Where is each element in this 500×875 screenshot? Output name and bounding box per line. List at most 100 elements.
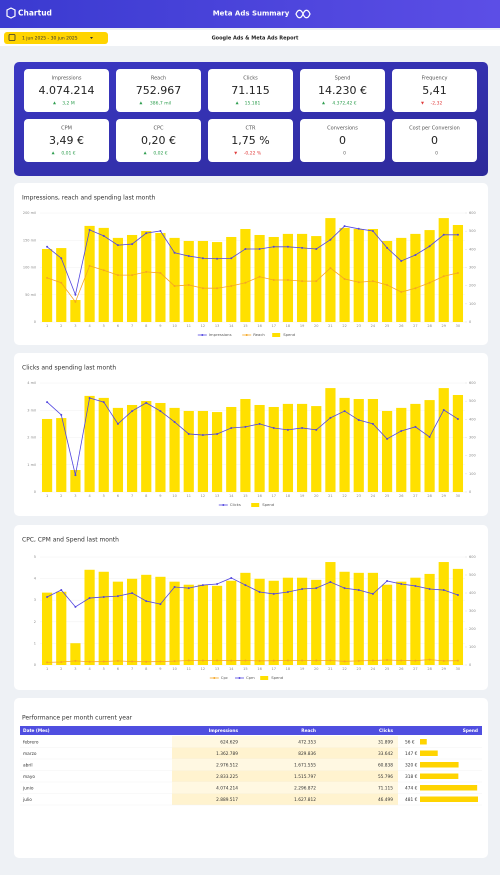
kpi-card	[116, 119, 201, 162]
line-point	[102, 595, 105, 598]
line	[46, 577, 459, 608]
y-tick-label: 0	[34, 663, 36, 667]
y2-tick-label: 300	[469, 436, 476, 440]
y-tick-label: 3	[34, 598, 36, 602]
y2-tick-label: 200	[469, 284, 476, 288]
line-point	[74, 659, 77, 662]
kpi-value: 3,49 €	[49, 134, 84, 147]
line-point	[272, 245, 275, 248]
line-point	[116, 659, 119, 662]
x-tick-label: 14	[229, 494, 234, 498]
bar	[98, 227, 109, 322]
line-point	[258, 247, 261, 250]
line-point	[201, 287, 204, 290]
x-tick-label: 19	[300, 324, 304, 328]
x-tick-label: 28	[427, 324, 431, 328]
x-tick-label: 4	[88, 667, 91, 671]
kpi-card	[208, 69, 293, 112]
line-point	[301, 659, 304, 662]
bar	[424, 230, 435, 322]
line-point	[371, 592, 374, 595]
line-point	[187, 255, 190, 258]
bar	[410, 233, 421, 322]
line-point	[272, 592, 275, 595]
cell: 1.515.797	[294, 774, 316, 780]
y2-tick-label: 600	[469, 211, 476, 215]
y2-tick-label: 0	[469, 320, 471, 324]
y2-tick-label: 100	[469, 472, 476, 476]
cell: 481 €	[405, 797, 418, 803]
y2-tick-label: 100	[469, 645, 476, 649]
kpi-arrow	[421, 101, 424, 105]
line-point	[315, 247, 318, 250]
line-point	[46, 401, 49, 404]
dropdown-arrow	[90, 37, 93, 39]
x-tick-label: 12	[201, 324, 205, 328]
bar	[410, 403, 421, 492]
line-point	[187, 283, 190, 286]
line-point	[74, 293, 77, 296]
line-point	[74, 605, 77, 608]
x-tick-label: 16	[257, 324, 261, 328]
bar	[41, 248, 53, 322]
kpi-delta: -2,32	[431, 101, 443, 107]
y2-tick-label: 500	[469, 573, 476, 577]
line-point	[343, 587, 346, 590]
x-tick-label: 26	[399, 494, 403, 498]
heat-cell	[172, 736, 398, 748]
line-point	[442, 589, 445, 592]
x-tick-label: 20	[314, 494, 318, 498]
line-point	[230, 576, 233, 579]
line-point	[102, 401, 105, 404]
filter-bar	[0, 30, 500, 46]
legend-swatch	[260, 676, 269, 680]
date-range: 1 jun 2025 - 30 jun 2025	[22, 36, 78, 42]
x-tick-label: 4	[88, 494, 91, 498]
line-point	[131, 410, 134, 413]
cell: marzo	[23, 751, 37, 757]
y2-tick-label: 400	[469, 247, 476, 251]
line-point	[400, 583, 403, 585]
date-picker[interactable]	[4, 32, 108, 44]
line-point	[371, 422, 374, 425]
x-tick-label: 29	[442, 494, 446, 498]
legend-swatch	[251, 503, 260, 507]
cell: 33.642	[378, 751, 393, 757]
line-point	[159, 660, 162, 663]
legend-label: Spend	[262, 502, 275, 507]
y2-tick-label: 0	[469, 663, 471, 667]
line-point	[131, 243, 134, 246]
legend-dot	[222, 504, 225, 506]
line-point	[400, 659, 403, 662]
legend-dot	[245, 334, 248, 336]
line-point	[286, 245, 289, 248]
kpi-delta: 3,2 M	[62, 101, 75, 107]
x-tick-label: 3	[74, 667, 76, 671]
line-point	[201, 434, 204, 437]
line-point	[357, 419, 360, 422]
cell: febrero	[23, 739, 39, 745]
bar	[141, 574, 152, 665]
line-point	[371, 229, 374, 232]
table-title: Performance per month current year	[22, 715, 133, 722]
kpi-label: Spend	[335, 76, 351, 82]
y2-tick-label: 200	[469, 627, 476, 631]
kpi-value: 0	[339, 134, 346, 147]
line-point	[201, 584, 204, 587]
y-tick-label: 4 mil	[27, 381, 36, 385]
kpi-label: Cost per Conversion	[409, 126, 460, 132]
cell: 829.836	[298, 751, 316, 757]
bar	[41, 418, 53, 492]
x-tick-label: 17	[272, 324, 276, 328]
bar	[240, 572, 251, 665]
x-tick-label: 6	[117, 324, 119, 328]
line-point	[187, 659, 190, 662]
bar	[396, 407, 407, 492]
line-point	[244, 281, 247, 284]
kpi-label: CPC	[154, 126, 165, 132]
x-tick-label: 15	[243, 324, 247, 328]
line-point	[456, 594, 459, 597]
bar	[311, 406, 322, 492]
y2-tick-label: 200	[469, 454, 476, 458]
